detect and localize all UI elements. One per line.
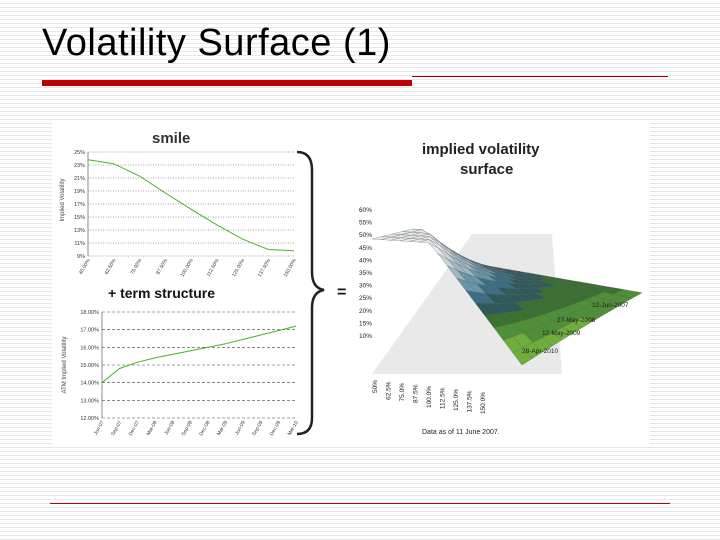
- term-xtick-label: Dec-08: [198, 420, 211, 437]
- term-title: + term structure: [108, 285, 215, 301]
- figure-panel: smile Implied Volatility 25% 23% 21% 19% 17%…: [52, 122, 650, 447]
- smile-title: smile: [152, 130, 190, 147]
- term-xtick-label: Mar-09: [216, 420, 229, 437]
- smile-ytick-label: 25%: [74, 150, 85, 156]
- surface-ztick-label: 45%: [359, 245, 372, 252]
- smile-ytick-label: 9%: [77, 254, 85, 260]
- surface-ztick-label: 35%: [359, 270, 372, 277]
- surface-ztick-label: 15%: [359, 320, 372, 327]
- smile-xtick-label: 112.50%: [206, 258, 221, 278]
- surface-note: Data as of 11 June 2007.: [422, 429, 500, 436]
- surface-title-line1: implied volatility: [422, 141, 540, 158]
- term-ytick-label: 18.00%: [80, 310, 99, 316]
- surface-title-line2: surface: [460, 161, 513, 178]
- volatility-figure: smile Implied Volatility 25% 23% 21% 19% 17%…: [52, 122, 650, 447]
- title-rule: [412, 76, 668, 77]
- surface-xtick-label: 112.5%: [440, 387, 447, 409]
- term-xtick-label: Sep-09: [251, 420, 264, 437]
- term-ytick-label: 16.00%: [80, 345, 99, 351]
- surface-depth-label: 12-Jun-2007: [592, 302, 629, 309]
- smile-ytick-label: 23%: [74, 163, 85, 169]
- term-xtick-label: Sep-07: [110, 420, 123, 437]
- term-series-line: [102, 326, 296, 383]
- surface-xtick-label: 75.0%: [399, 383, 406, 402]
- term-xtick-label: Mar-08: [146, 420, 159, 437]
- surface-depth-label: 27-May-2008: [557, 317, 596, 324]
- smile-ytick-label: 11%: [74, 241, 85, 247]
- surface-ztick-label: 60%: [359, 207, 372, 214]
- smile-ytick-label: 15%: [74, 215, 85, 221]
- smile-xtick-label: 137.50%: [257, 258, 272, 279]
- surface-ztick-label: 50%: [359, 232, 372, 239]
- surface-ztick-label: 55%: [359, 220, 372, 227]
- term-ytick-label: 12.00%: [80, 416, 99, 422]
- smile-ytick-label: 21%: [74, 176, 85, 182]
- term-xtick-label: Dec-07: [128, 420, 141, 437]
- surface-xtick-label: 150.0%: [480, 392, 487, 414]
- smile-chart: smile Implied Volatility 25% 23% 21% 19% 17%…: [60, 130, 298, 278]
- surface-ztick-label: 25%: [359, 295, 372, 302]
- surface-depth-label: 28-Apr-2010: [522, 348, 559, 355]
- smile-xtick-label: 62.50%: [104, 258, 118, 276]
- term-ytick-label: 17.00%: [80, 328, 99, 334]
- term-xtick-label: Jun-08: [163, 420, 176, 436]
- surface-xtick-label: 125.0%: [453, 389, 460, 411]
- footer-rule: [50, 503, 670, 504]
- term-xtick-label: Dec-09: [269, 420, 282, 437]
- term-xtick-label: Jun-09: [234, 420, 247, 436]
- smile-xtick-label: 87.50%: [155, 258, 169, 276]
- term-xtick-label: Jun-07: [93, 420, 106, 436]
- smile-xtick-label: 40.00%: [78, 258, 92, 276]
- surface-ztick-label: 10%: [359, 333, 372, 340]
- term-ytick-label: 14.00%: [80, 381, 99, 387]
- surface-ztick-label: 40%: [359, 257, 372, 264]
- surface-xtick-label: 87.5%: [413, 384, 420, 403]
- smile-ytick-label: 19%: [74, 189, 85, 195]
- surface-xtick-label: 100.0%: [426, 386, 433, 408]
- equals-sign: =: [337, 284, 346, 301]
- grouping-brace: [297, 152, 324, 434]
- smile-xtick-label: 100.00%: [180, 258, 195, 279]
- surface-ztick-label: 20%: [359, 308, 372, 315]
- smile-series-line: [88, 160, 294, 251]
- smile-xtick-label: 150.00%: [283, 258, 298, 279]
- smile-ytick-label: 17%: [74, 202, 85, 208]
- smile-xtick-label: 125.00%: [231, 258, 246, 279]
- surface-xtick-label: 62.5%: [386, 381, 393, 400]
- smile-xtick-label: 75.00%: [130, 258, 144, 276]
- surface-ztick-label: 30%: [359, 283, 372, 290]
- smile-ytick-label: 13%: [74, 228, 85, 234]
- smile-ylabel: Implied Volatility: [60, 178, 66, 221]
- surface-chart: implied volatility surface 60% 55% 50% 45% 4…: [359, 141, 642, 436]
- slide-title: Volatility Surface (1): [42, 22, 391, 65]
- term-ytick-label: 13.00%: [80, 398, 99, 404]
- surface-xtick-label: 137.5%: [467, 390, 474, 412]
- surface-depth-label: 12-May-2009: [542, 330, 581, 337]
- title-accent-bar: [42, 80, 412, 86]
- term-structure-chart: + term structure ATM Implied Volatility …: [62, 285, 300, 437]
- term-ylabel: ATM Implied Volatility: [62, 337, 68, 394]
- surface-xtick-label: 50%: [372, 380, 379, 393]
- term-xtick-label: Sep-08: [181, 420, 194, 437]
- term-ytick-label: 15.00%: [80, 363, 99, 369]
